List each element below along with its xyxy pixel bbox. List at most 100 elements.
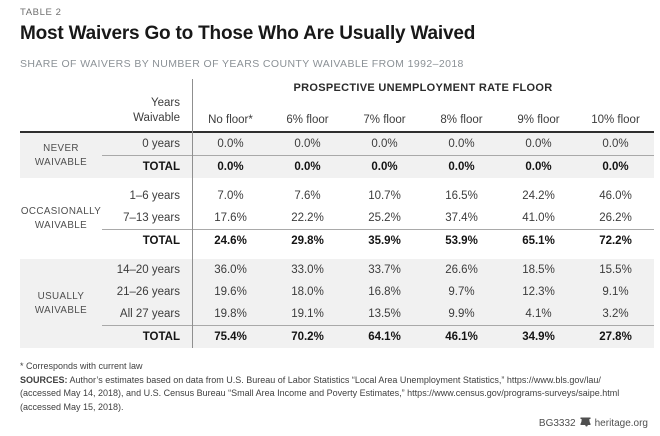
data-cell: 16.8%	[368, 286, 401, 298]
column-header-7pct: 7% floor	[363, 114, 406, 126]
column-group-header: PROSPECTIVE UNEMPLOYMENT RATE FLOOR	[293, 81, 553, 94]
column-header-8pct: 8% floor	[440, 114, 483, 126]
sources-label: SOURCES:	[20, 374, 68, 385]
data-cell: 0.0%	[525, 138, 552, 150]
heritage-bell-icon	[580, 417, 591, 430]
data-cell: 0.0%	[294, 138, 321, 150]
data-cell: 10.7%	[368, 190, 401, 202]
total-cell: 0.0%	[602, 161, 629, 173]
total-cell: 0.0%	[448, 161, 475, 173]
page-title: Most Waivers Go to Those Who Are Usually…	[20, 23, 476, 44]
row-label: 14–20 years	[116, 264, 180, 276]
column-header-no-floor: No floor*	[208, 114, 253, 126]
document-id: BG3332	[538, 418, 576, 429]
table-total-row: TOTAL 24.6% 29.8% 35.9% 53.9% 65.1% 72.2…	[102, 229, 654, 252]
data-cell: 24.2%	[522, 190, 555, 202]
site-name: heritage.org	[594, 418, 648, 429]
group-label: NEVER WAIVABLE	[20, 133, 102, 178]
group-label-line: WAIVABLE	[34, 304, 88, 316]
data-cell: 0.0%	[371, 138, 398, 150]
row-axis-label-line: Waivable	[133, 112, 180, 125]
data-cell: 4.1%	[525, 308, 552, 320]
total-cell: 0.0%	[525, 161, 552, 173]
data-cell: 9.9%	[448, 308, 475, 320]
total-cell: 46.1%	[445, 331, 478, 343]
total-cell: 0.0%	[217, 161, 244, 173]
group-label-line: NEVER	[43, 143, 79, 155]
total-label: TOTAL	[142, 235, 180, 247]
total-cell: 24.6%	[214, 235, 247, 247]
data-cell: 0.0%	[217, 138, 244, 150]
data-cell: 7.6%	[294, 190, 321, 202]
data-cell: 33.7%	[368, 264, 401, 276]
data-cell: 46.0%	[599, 190, 632, 202]
data-cell: 18.5%	[522, 264, 555, 276]
data-cell: 9.1%	[602, 286, 629, 298]
data-cell: 16.5%	[445, 190, 478, 202]
row-label: All 27 years	[119, 308, 180, 320]
group-label: USUALLY WAIVABLE	[20, 259, 102, 348]
table-row: 21–26 years 19.6% 18.0% 16.8% 9.7% 12.3%…	[102, 281, 654, 303]
total-cell: 72.2%	[599, 235, 632, 247]
total-cell: 75.4%	[214, 331, 247, 343]
data-cell: 13.5%	[368, 308, 401, 320]
data-cell: 0.0%	[602, 138, 629, 150]
total-cell: 29.8%	[291, 235, 324, 247]
data-cell: 17.6%	[214, 212, 247, 224]
table-row: 1–6 years 7.0% 7.6% 10.7% 16.5% 24.2% 46…	[102, 185, 654, 207]
group-label: OCCASIONALLY WAIVABLE	[20, 185, 102, 252]
row-group-never-waivable: NEVER WAIVABLE 0 years 0.0% 0.0% 0.0% 0.…	[20, 133, 654, 178]
group-label-line: WAIVABLE	[34, 219, 88, 231]
total-cell: 65.1%	[522, 235, 555, 247]
data-cell: 19.1%	[291, 308, 324, 320]
group-label-line: WAIVABLE	[34, 156, 88, 168]
figure-footer: BG3332 heritage.org	[20, 417, 648, 430]
data-cell: 0.0%	[448, 138, 475, 150]
data-cell: 3.2%	[602, 308, 629, 320]
row-axis-label: Years Waivable	[102, 96, 192, 131]
total-cell: 35.9%	[368, 235, 401, 247]
table-row: 7–13 years 17.6% 22.2% 25.2% 37.4% 41.0%…	[102, 207, 654, 229]
table-total-row: TOTAL 75.4% 70.2% 64.1% 46.1% 34.9% 27.8…	[102, 325, 654, 348]
total-cell: 0.0%	[294, 161, 321, 173]
waivers-table: PROSPECTIVE UNEMPLOYMENT RATE FLOOR Year…	[20, 79, 654, 348]
table-row: 14–20 years 36.0% 33.0% 33.7% 26.6% 18.5…	[102, 259, 654, 281]
column-divider-line	[192, 79, 193, 348]
data-cell: 18.0%	[291, 286, 324, 298]
data-cell: 36.0%	[214, 264, 247, 276]
data-cell: 26.6%	[445, 264, 478, 276]
column-header-9pct: 9% floor	[517, 114, 560, 126]
row-label: 7–13 years	[123, 212, 180, 224]
row-label: 1–6 years	[129, 190, 180, 202]
data-cell: 19.6%	[214, 286, 247, 298]
data-cell: 19.8%	[214, 308, 247, 320]
total-label: TOTAL	[142, 161, 180, 173]
table-header: PROSPECTIVE UNEMPLOYMENT RATE FLOOR Year…	[20, 79, 654, 133]
data-cell: 25.2%	[368, 212, 401, 224]
table-number-label: TABLE 2	[20, 7, 62, 18]
column-header-10pct: 10% floor	[591, 114, 640, 126]
row-label: 0 years	[142, 138, 180, 150]
data-cell: 33.0%	[291, 264, 324, 276]
sources-note: SOURCES: Author’s estimates based on dat…	[20, 374, 642, 415]
total-cell: 64.1%	[368, 331, 401, 343]
footnotes: * Corresponds with current law SOURCES: …	[20, 360, 642, 414]
total-cell: 53.9%	[445, 235, 478, 247]
total-label: TOTAL	[142, 331, 180, 343]
table-total-row: TOTAL 0.0% 0.0% 0.0% 0.0% 0.0% 0.0%	[102, 155, 654, 178]
table-row: 0 years 0.0% 0.0% 0.0% 0.0% 0.0% 0.0%	[102, 133, 654, 155]
asterisk-footnote: * Corresponds with current law	[20, 361, 143, 371]
row-axis-label-line: Years	[151, 97, 180, 110]
data-cell: 15.5%	[599, 264, 632, 276]
total-cell: 0.0%	[371, 161, 398, 173]
total-cell: 34.9%	[522, 331, 555, 343]
data-cell: 22.2%	[291, 212, 324, 224]
table-row: All 27 years 19.8% 19.1% 13.5% 9.9% 4.1%…	[102, 303, 654, 325]
figure-subtitle: SHARE OF WAIVERS BY NUMBER OF YEARS COUN…	[20, 58, 464, 70]
total-cell: 27.8%	[599, 331, 632, 343]
total-cell: 70.2%	[291, 331, 324, 343]
data-cell: 26.2%	[599, 212, 632, 224]
group-label-line: USUALLY	[37, 291, 85, 303]
data-cell: 7.0%	[217, 190, 244, 202]
